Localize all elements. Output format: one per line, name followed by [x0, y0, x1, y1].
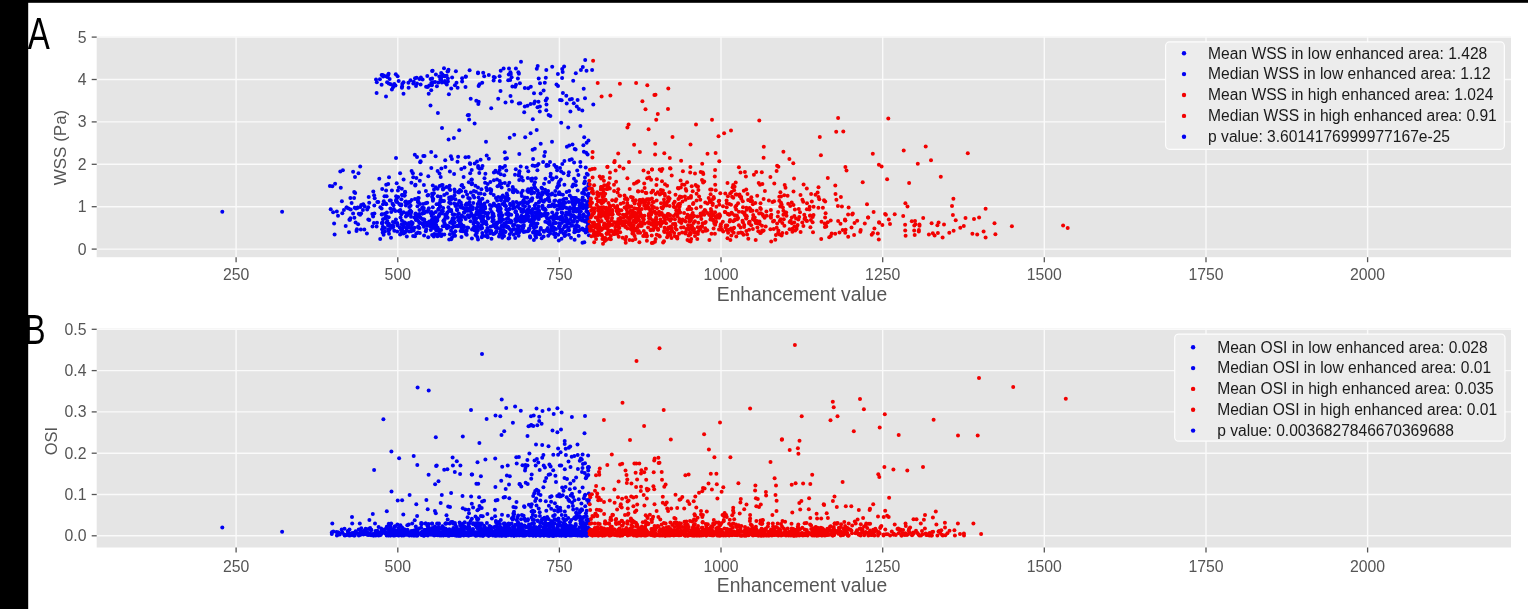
- svg-text:Median OSI in high enhanced ar: Median OSI in high enhanced area: 0.01: [1217, 401, 1497, 418]
- svg-text:1750: 1750: [1188, 266, 1223, 283]
- svg-text:500: 500: [385, 266, 412, 283]
- svg-text:250: 250: [223, 558, 250, 575]
- svg-text:OSI: OSI: [42, 427, 60, 455]
- svg-text:Mean OSI in low enhanced area:: Mean OSI in low enhanced area: 0.028: [1217, 339, 1487, 356]
- svg-text:0.2: 0.2: [65, 445, 87, 462]
- svg-text:750: 750: [546, 558, 573, 575]
- svg-text:0.5: 0.5: [65, 321, 87, 338]
- svg-text:0.3: 0.3: [65, 403, 87, 420]
- svg-text:Enhancement value: Enhancement value: [717, 575, 887, 596]
- svg-text:1000: 1000: [703, 558, 738, 575]
- svg-text:4: 4: [78, 71, 87, 88]
- svg-text:0: 0: [78, 241, 87, 258]
- svg-text:1750: 1750: [1188, 558, 1223, 575]
- svg-text:2000: 2000: [1350, 558, 1385, 575]
- svg-text:2: 2: [78, 156, 87, 173]
- svg-text:500: 500: [385, 558, 412, 575]
- svg-text:2000: 2000: [1350, 266, 1385, 283]
- svg-text:750: 750: [546, 266, 573, 283]
- svg-text:0.0: 0.0: [65, 527, 87, 544]
- svg-text:Mean WSS in high enhanced area: Mean WSS in high enhanced area: 1.024: [1208, 86, 1494, 103]
- svg-text:1250: 1250: [865, 266, 900, 283]
- svg-text:5: 5: [78, 29, 87, 46]
- svg-text:0.1: 0.1: [65, 486, 87, 503]
- svg-text:1000: 1000: [703, 266, 738, 283]
- svg-text:Median OSI in low enhanced are: Median OSI in low enhanced area: 0.01: [1217, 359, 1491, 376]
- svg-text:250: 250: [223, 266, 250, 283]
- svg-text:WSS (Pa): WSS (Pa): [51, 110, 70, 186]
- svg-text:Mean OSI in high enhanced area: Mean OSI in high enhanced area: 0.035: [1217, 380, 1494, 397]
- svg-text:1500: 1500: [1027, 266, 1062, 283]
- svg-text:0.4: 0.4: [65, 362, 87, 379]
- svg-text:1: 1: [78, 198, 87, 215]
- svg-text:1250: 1250: [865, 558, 900, 575]
- svg-text:1500: 1500: [1027, 558, 1062, 575]
- svg-text:Median WSS in high enhanced ar: Median WSS in high enhanced area: 0.91: [1208, 107, 1497, 124]
- svg-text:Mean WSS in low enhanced area:: Mean WSS in low enhanced area: 1.428: [1208, 45, 1487, 62]
- svg-text:Median WSS in low enhanced are: Median WSS in low enhanced area: 1.12: [1208, 65, 1491, 82]
- svg-text:Enhancement value: Enhancement value: [717, 284, 887, 305]
- svg-text:A: A: [28, 9, 50, 57]
- svg-text:3: 3: [78, 113, 87, 130]
- svg-text:p value: 3.6014176999977167e-2: p value: 3.6014176999977167e-25: [1208, 128, 1450, 145]
- svg-text:p value: 0.0036827846670369688: p value: 0.0036827846670369688: [1217, 422, 1454, 439]
